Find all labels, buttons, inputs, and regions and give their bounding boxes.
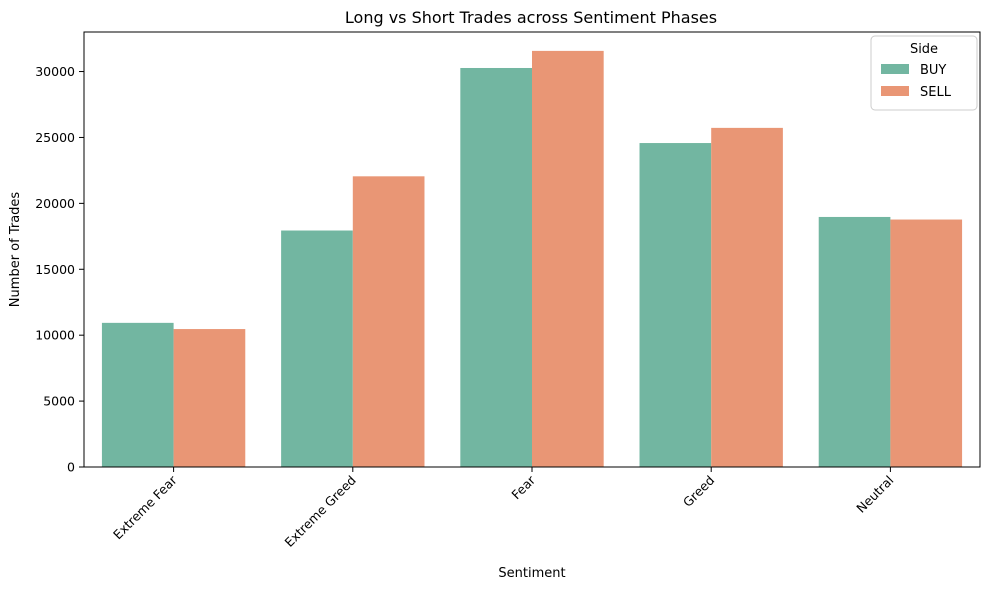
legend-label-buy: BUY <box>920 63 946 78</box>
y-tick-label: 20000 <box>35 196 75 211</box>
bar-sell-0 <box>173 329 246 467</box>
legend-label-sell: SELL <box>920 85 952 100</box>
bar-buy-3 <box>639 143 712 467</box>
y-tick-label: 0 <box>67 460 75 475</box>
bar-sell-3 <box>711 127 783 467</box>
bar-buy-1 <box>281 230 353 467</box>
x-tick-label: Extreme Fear <box>110 472 180 542</box>
x-tick-label: Extreme Greed <box>282 473 359 550</box>
y-tick-label: 15000 <box>35 262 75 277</box>
bars-layer <box>101 50 963 468</box>
x-axis-label: Sentiment <box>498 566 565 581</box>
legend-items: BUY SELL <box>881 63 952 100</box>
bar-buy-0 <box>101 322 174 467</box>
x-tick-label: Neutral <box>853 473 896 516</box>
bar-sell-4 <box>890 219 963 467</box>
y-tick-label: 30000 <box>35 64 75 79</box>
bar-buy-2 <box>460 67 532 468</box>
legend: Side BUY SELL <box>870 35 978 111</box>
bar-sell-1 <box>352 176 425 467</box>
y-tick-label: 10000 <box>35 328 75 343</box>
x-tick-label: Greed <box>680 473 717 510</box>
chart-title: Long vs Short Trades across Sentiment Ph… <box>345 8 717 27</box>
x-tick-label: Fear <box>508 472 538 502</box>
y-axis-label: Number of Trades <box>8 192 23 308</box>
bar-sell-2 <box>532 50 604 467</box>
bar-buy-4 <box>818 216 891 467</box>
legend-swatch-sell <box>881 86 909 96</box>
plot-frame <box>83 31 981 468</box>
y-tick-label: 5000 <box>43 394 75 409</box>
legend-title: Side <box>910 42 938 57</box>
y-tick-label: 25000 <box>35 130 75 145</box>
legend-swatch-buy <box>881 64 909 74</box>
